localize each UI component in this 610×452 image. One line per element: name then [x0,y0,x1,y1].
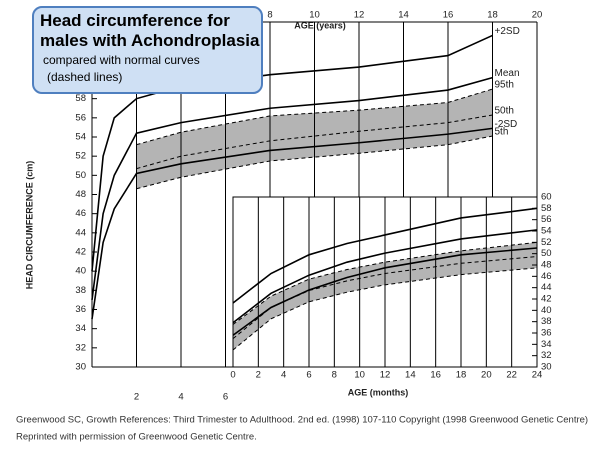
curve [136,135,493,190]
title-box-bg [32,6,263,94]
y-tick-label: 54 [541,226,552,237]
y-tick-label: 40 [75,266,86,277]
title-box: Head circumference for males with Achondr… [32,6,263,94]
x-tick-label: 20 [481,370,492,381]
y-tick-label: 48 [541,260,552,271]
y-axis-title: HEAD CIRCUMFERENCE (cm) [24,161,34,290]
y-tick-label: 52 [75,151,86,162]
x-tick-label: 16 [430,370,441,381]
y-tick-label: 46 [541,271,552,282]
x-tick-label: 10 [354,370,365,381]
y-tick-label: 60 [541,192,552,203]
curve-label: Mean [495,68,520,79]
curve [136,114,493,170]
x-tick-label: 6 [223,392,228,403]
subtitle: (dashed lines) [47,70,122,84]
x-tick-label: 24 [532,370,543,381]
curve [232,229,538,324]
x-tick-label: 0 [230,370,235,381]
y-tick-label: 54 [75,132,86,143]
x-tick-label: 20 [532,10,543,21]
curve-label: -2SD [495,119,518,130]
curve [91,76,493,301]
x-axis-title: AGE (months) [348,387,409,397]
y-tick-label: 56 [75,112,86,123]
y-tick-label: 58 [541,203,552,214]
x-tick-label: 14 [405,370,416,381]
y-tick-label: 40 [541,305,552,316]
y-tick-label: 44 [541,282,552,293]
x-tick-label: 6 [306,370,311,381]
chart-title: Head circumference for males with Achondr… [40,11,260,50]
y-tick-label: 30 [541,362,552,373]
x-tick-label: 18 [456,370,467,381]
y-tick-label: 58 [75,93,86,104]
curve [232,267,538,351]
curve-label: 50th [495,106,514,117]
x-tick-label: 12 [380,370,391,381]
curve [232,207,538,304]
y-tick-label: 42 [541,294,552,305]
x-tick-label: 8 [267,10,272,21]
y-tick-label: 52 [541,237,552,248]
subtitle: compared with normal curves [43,53,200,67]
y-tick-label: 36 [75,304,86,315]
y-tick-label: 50 [541,248,552,259]
x-tick-label: 8 [332,370,337,381]
x-tick-label: 22 [506,370,517,381]
curve [136,88,493,146]
x-tick-label: 10 [309,10,320,21]
y-tick-label: 36 [541,328,552,339]
x-tick-label: 14 [398,10,409,21]
y-tick-label: 46 [75,208,86,219]
curve [232,247,538,336]
curve-label: 5th [495,127,509,138]
y-tick-label: 38 [541,316,552,327]
y-tick-label: 42 [75,247,86,258]
y-tick-label: 44 [75,227,86,238]
curve [232,241,538,325]
x-tick-label: 12 [354,10,365,21]
y-tick-label: 34 [75,323,86,334]
curve-label: +2SD [495,26,520,37]
y-tick-label: 30 [75,362,86,373]
y-tick-label: 38 [75,285,86,296]
y-tick-label: 32 [75,342,86,353]
source-line: Greenwood SC, Growth References: Third T… [16,415,588,426]
x-tick-label: 2 [256,370,261,381]
x-axis-title: AGE (years) [294,20,346,30]
y-tick-label: 48 [75,189,86,200]
curve [91,127,493,320]
y-tick-label: 34 [541,339,552,350]
source-line: Reprinted with permission of Greenwood G… [16,432,257,443]
curve-label: 95th [495,80,514,91]
y-tick-label: 32 [541,350,552,361]
y-tick-label: 50 [75,170,86,181]
x-tick-label: 4 [178,392,183,403]
y-tick-label: 56 [541,214,552,225]
x-tick-label: 2 [134,392,139,403]
x-tick-label: 4 [281,370,286,381]
x-tick-label: 18 [487,10,498,21]
x-tick-label: 16 [443,10,454,21]
